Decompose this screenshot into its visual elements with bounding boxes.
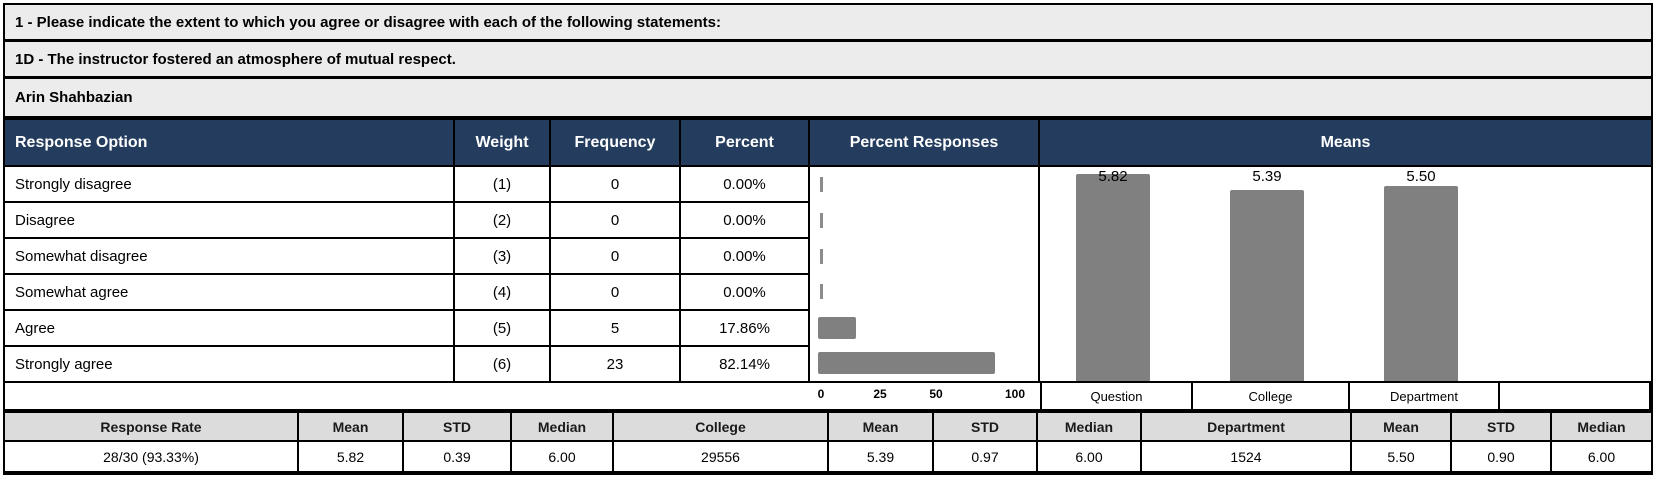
percent-axis: 0 25 50 100 xyxy=(5,383,1040,409)
weight-cell: (2) xyxy=(455,203,551,239)
response-option-cell: Strongly disagree xyxy=(5,167,455,203)
statistics-table: Response Rate Mean STD Median College Me… xyxy=(3,411,1653,475)
column-header-percent: Percent xyxy=(681,120,810,167)
weight-cell: (6) xyxy=(455,347,551,383)
percent-bar-row xyxy=(810,203,1038,239)
evaluation-report: 1 - Please indicate the extent to which … xyxy=(3,3,1653,475)
percent-bar-row xyxy=(810,345,1038,381)
percent-bar xyxy=(820,284,823,300)
frequency-cell: 0 xyxy=(551,203,681,239)
stats-header-std: STD xyxy=(934,413,1038,442)
means-bar-question xyxy=(1076,174,1150,381)
frequency-cell: 0 xyxy=(551,275,681,311)
percent-bar-row xyxy=(810,238,1038,274)
stats-header-department: Department xyxy=(1142,413,1352,442)
axis-tick-label: 50 xyxy=(929,387,943,401)
stats-header-college: College xyxy=(614,413,829,442)
response-option-cell: Disagree xyxy=(5,203,455,239)
weight-cell: (3) xyxy=(455,239,551,275)
question-group-text: 1 - Please indicate the extent to which … xyxy=(15,13,721,31)
means-category-question: Question xyxy=(1042,383,1193,409)
stats-value-mean: 5.39 xyxy=(829,442,934,471)
weight-cell: (4) xyxy=(455,275,551,311)
stats-header-std: STD xyxy=(404,413,512,442)
response-option-cell: Agree xyxy=(5,311,455,347)
column-header-means: Means xyxy=(1040,120,1651,167)
means-chart: 5.82 5.39 5.50 xyxy=(1040,167,1651,383)
axis-tick-label: 25 xyxy=(873,387,887,401)
stats-header-median: Median xyxy=(1038,413,1142,442)
response-option-cell: Somewhat agree xyxy=(5,275,455,311)
means-value-label: 5.39 xyxy=(1252,168,1282,185)
stats-value-mean: 5.50 xyxy=(1352,442,1452,471)
percent-cell: 17.86% xyxy=(681,311,810,347)
axis-tick-label: 0 xyxy=(817,387,825,401)
percent-bar xyxy=(818,316,856,339)
stats-value-std: 0.39 xyxy=(404,442,512,471)
stats-header-median: Median xyxy=(512,413,614,442)
means-value-label: 5.82 xyxy=(1098,168,1128,185)
stats-header-response-rate: Response Rate xyxy=(5,413,299,442)
percent-bar-row xyxy=(810,274,1038,310)
means-bar-department xyxy=(1384,186,1458,381)
instructor-header: Arin Shahbazian xyxy=(5,79,1651,116)
stats-value-std: 0.90 xyxy=(1452,442,1552,471)
stats-header-mean: Mean xyxy=(299,413,404,442)
weight-cell: (5) xyxy=(455,311,551,347)
percent-bar xyxy=(820,248,823,264)
column-header-weight: Weight xyxy=(455,120,551,167)
stats-value-median: 6.00 xyxy=(512,442,614,471)
question-text: 1D - The instructor fostered an atmosphe… xyxy=(15,50,456,68)
means-category-college: College xyxy=(1193,383,1350,409)
frequency-cell: 0 xyxy=(551,167,681,203)
question-header: 1D - The instructor fostered an atmosphe… xyxy=(5,42,1651,79)
weight-cell: (1) xyxy=(455,167,551,203)
stats-value-response-rate: 28/30 (93.33%) xyxy=(5,442,299,471)
percent-bar xyxy=(820,213,823,228)
frequency-cell: 0 xyxy=(551,239,681,275)
question-group-header: 1 - Please indicate the extent to which … xyxy=(5,5,1651,42)
stats-value-median: 6.00 xyxy=(1552,442,1651,471)
response-option-cell: Somewhat disagree xyxy=(5,239,455,275)
response-option-cell: Strongly agree xyxy=(5,347,455,383)
axis-tick-label: 100 xyxy=(1004,387,1026,401)
means-category-labels: Question College Department xyxy=(1040,383,1651,409)
percent-bar xyxy=(818,352,995,375)
stats-header-mean: Mean xyxy=(829,413,934,442)
stats-header-std: STD xyxy=(1452,413,1552,442)
means-category-empty xyxy=(1500,383,1651,409)
instructor-name: Arin Shahbazian xyxy=(15,89,133,106)
stats-value-college-n: 29556 xyxy=(614,442,829,471)
stats-value-std: 0.97 xyxy=(934,442,1038,471)
percent-cell: 0.00% xyxy=(681,203,810,239)
column-header-percent-responses: Percent Responses xyxy=(810,120,1040,167)
response-table: Response Option Weight Frequency Percent… xyxy=(3,118,1653,411)
column-header-response-option: Response Option xyxy=(5,120,455,167)
means-bar-college xyxy=(1230,190,1304,381)
percent-bar-row xyxy=(810,310,1038,346)
column-header-frequency: Frequency xyxy=(551,120,681,167)
report-header-block: 1 - Please indicate the extent to which … xyxy=(3,3,1653,118)
means-category-department: Department xyxy=(1350,383,1500,409)
means-value-label: 5.50 xyxy=(1406,168,1436,185)
stats-value-mean: 5.82 xyxy=(299,442,404,471)
stats-value-median: 6.00 xyxy=(1038,442,1142,471)
percent-cell: 82.14% xyxy=(681,347,810,383)
percent-cell: 0.00% xyxy=(681,275,810,311)
percent-cell: 0.00% xyxy=(681,239,810,275)
stats-value-department-n: 1524 xyxy=(1142,442,1352,471)
frequency-cell: 5 xyxy=(551,311,681,347)
stats-header-mean: Mean xyxy=(1352,413,1452,442)
percent-responses-chart xyxy=(810,167,1040,383)
percent-bar-row xyxy=(810,167,1038,203)
percent-cell: 0.00% xyxy=(681,167,810,203)
percent-bar xyxy=(820,177,823,193)
stats-header-median: Median xyxy=(1552,413,1651,442)
frequency-cell: 23 xyxy=(551,347,681,383)
